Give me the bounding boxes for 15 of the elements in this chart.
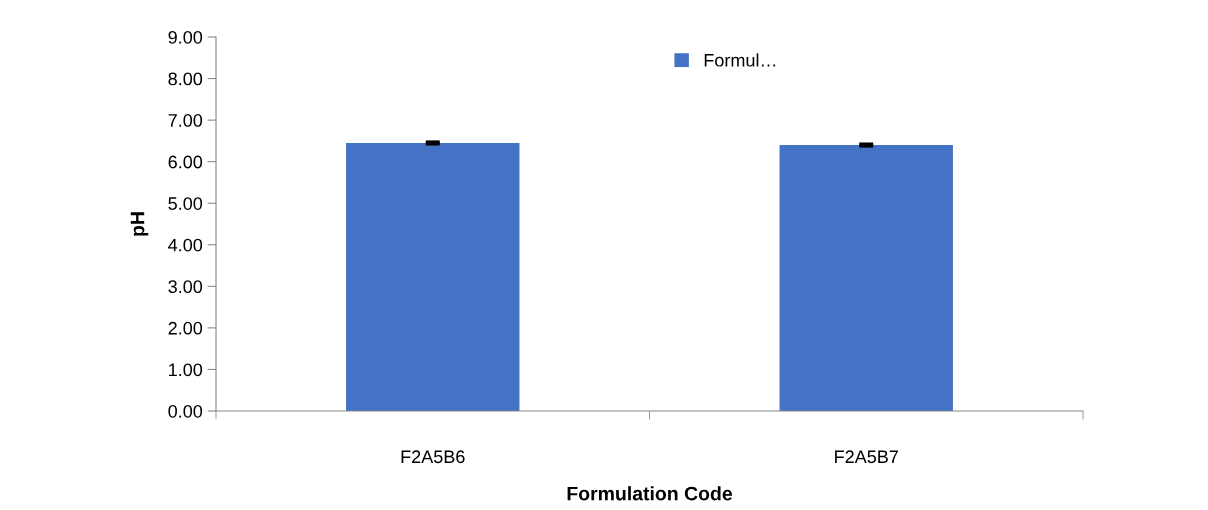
y-axis-title: pH <box>130 212 149 236</box>
y-tick-label: 6.00 <box>168 155 203 169</box>
x-tick-label: F2A5B7 <box>835 450 898 464</box>
y-tick-label: 9.00 <box>168 30 203 44</box>
legend-label: Formul… <box>704 53 776 67</box>
x-tick-label: F2A5B6 <box>401 450 465 464</box>
y-tick-label: 0.00 <box>168 404 203 418</box>
y-tick-label: 4.00 <box>168 238 203 252</box>
y-tick-label: 1.00 <box>169 363 203 377</box>
y-tick-label: 7.00 <box>168 114 203 127</box>
y-tick-label: 8.00 <box>168 72 203 86</box>
y-tick-label: 3.00 <box>168 280 203 294</box>
y-tick-label: 5.00 <box>168 197 203 210</box>
y-tick-label: 2.00 <box>168 321 203 335</box>
x-axis-title: Formulation Code <box>567 486 733 501</box>
